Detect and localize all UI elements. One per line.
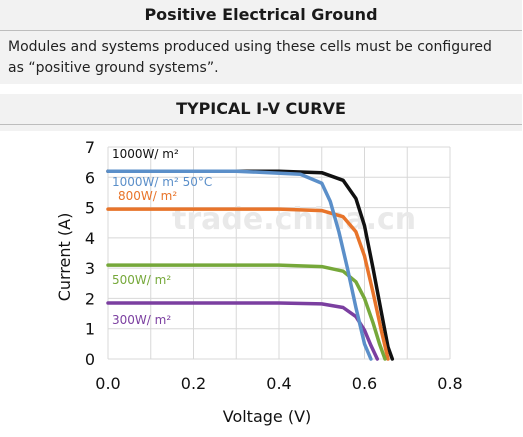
series-label: 800W/ m² bbox=[118, 189, 177, 203]
series-label: 1000W/ m² 50°C bbox=[112, 175, 212, 189]
series-label: 300W/ m² bbox=[112, 313, 171, 327]
y-axis-label: Current (A) bbox=[55, 213, 74, 302]
y-tick-label: 5 bbox=[85, 199, 95, 218]
watermark: trade.china.cn bbox=[172, 202, 416, 237]
divider bbox=[0, 124, 522, 125]
panel-text: Modules and systems produced using these… bbox=[8, 39, 492, 76]
y-tick-label: 0 bbox=[85, 350, 95, 369]
y-tick-label: 6 bbox=[85, 168, 95, 187]
series-line bbox=[106, 207, 390, 361]
y-tick-label: 3 bbox=[85, 259, 95, 278]
panel-title: Positive Electrical Ground bbox=[144, 5, 378, 24]
y-tick-label: 4 bbox=[85, 229, 95, 248]
chart-area: trade.china.cn 0.0 0.2 0.4 0.6 0.8 0 1 2 3 4 5 6 7 Vol… bbox=[0, 131, 522, 437]
series-label: 500W/ m² bbox=[112, 273, 171, 287]
chart-section-title: TYPICAL I-V CURVE bbox=[176, 99, 346, 118]
x-axis-label: Voltage (V) bbox=[223, 407, 312, 426]
positive-ground-panel: Positive Electrical Ground Modules and s… bbox=[0, 0, 522, 84]
series-line bbox=[106, 301, 380, 361]
series-line bbox=[106, 169, 395, 361]
divider bbox=[0, 30, 522, 31]
iv-chart: trade.china.cn 0.0 0.2 0.4 0.6 0.8 0 1 2 3 4 5 6 7 Vol… bbox=[55, 138, 463, 426]
x-tick-label: 0.8 bbox=[437, 374, 462, 393]
iv-curve-panel: TYPICAL I-V CURVE trade.china.cn 0.0 0.2 0.… bbox=[0, 94, 522, 437]
x-tick-label: 0.4 bbox=[266, 374, 291, 393]
y-tick-label: 1 bbox=[85, 320, 95, 339]
y-tick-label: 2 bbox=[85, 289, 95, 308]
series-line bbox=[106, 169, 373, 361]
x-tick-label: 0.0 bbox=[95, 374, 120, 393]
x-tick-label: 0.2 bbox=[181, 374, 206, 393]
x-tick-label: 0.6 bbox=[352, 374, 377, 393]
y-tick-label: 7 bbox=[85, 138, 95, 157]
series-label: 1000W/ m² bbox=[112, 147, 179, 161]
series-line bbox=[106, 263, 387, 361]
